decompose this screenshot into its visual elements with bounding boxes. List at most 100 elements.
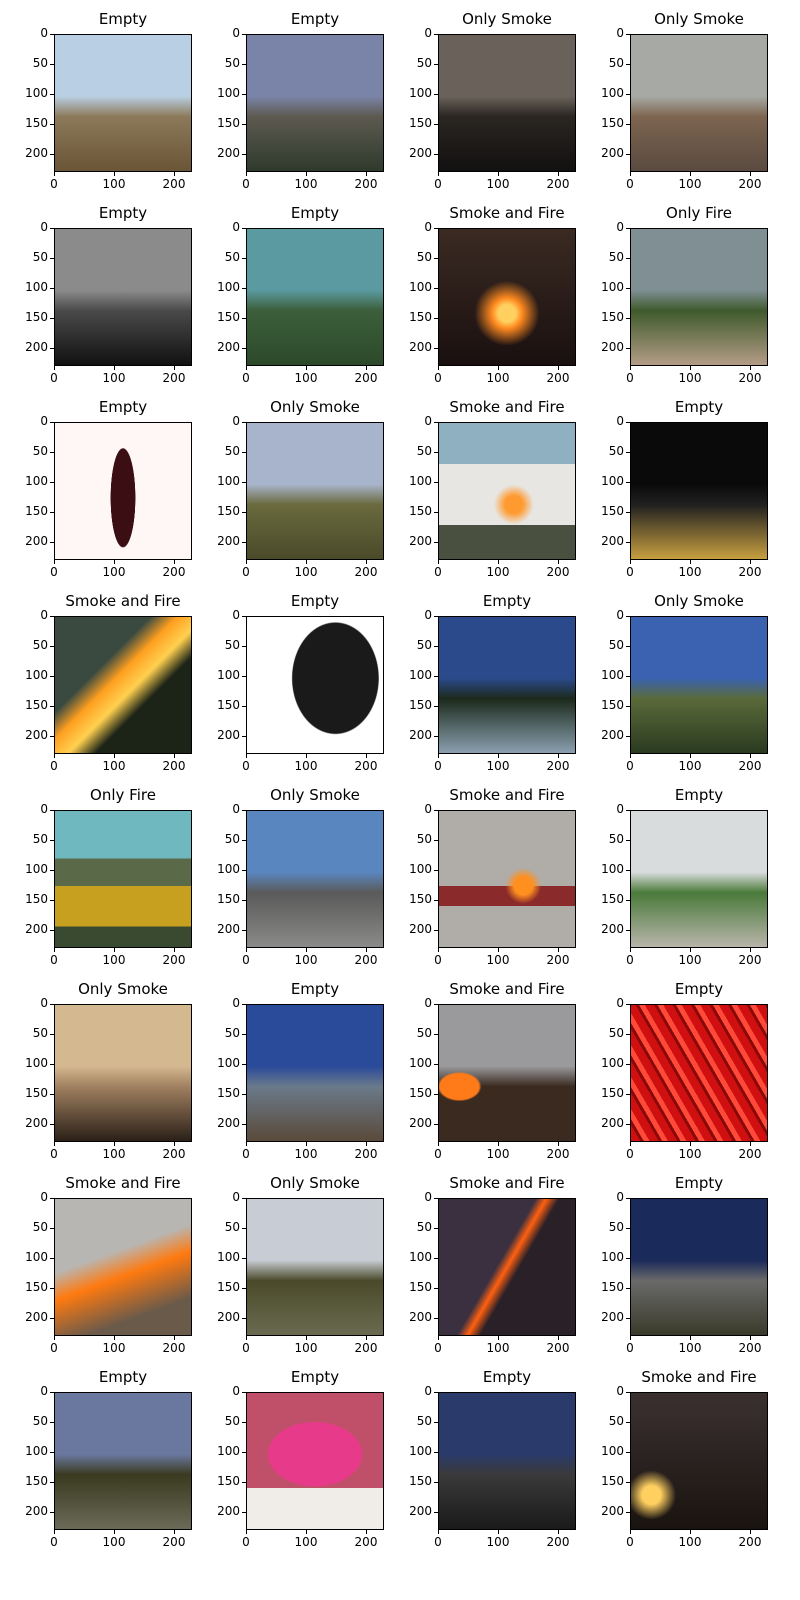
y-tick-mark [50, 1064, 54, 1065]
y-tick-mark [626, 1124, 630, 1125]
y-tick-label: 150 [217, 504, 240, 518]
y-tick-mark [626, 736, 630, 737]
y-tick-label: 200 [601, 922, 624, 936]
x-tick-label: 100 [486, 371, 510, 385]
x-tick-mark [366, 1530, 367, 1534]
x-tick-label: 100 [486, 759, 510, 773]
scene-cloudy-sky [55, 229, 191, 365]
y-tick-label: 50 [416, 1220, 432, 1234]
y-tick-label: 150 [409, 698, 432, 712]
y-tick-label: 0 [424, 26, 432, 40]
y-tick-label: 100 [601, 1250, 624, 1264]
y-tick-label: 50 [416, 638, 432, 652]
y-tick-label: 100 [409, 86, 432, 100]
x-tick-label: 200 [354, 759, 378, 773]
x-tick-mark [246, 1142, 247, 1146]
x-tick-label: 200 [354, 565, 378, 579]
x-tick-mark [306, 560, 307, 564]
y-tick-mark [626, 1034, 630, 1035]
x-tick-mark [630, 172, 631, 176]
scene-trash-bags [247, 617, 383, 753]
image-panel: Smoke and Fire 0 50 100 150 200 0 100 200 [0, 1164, 196, 1358]
panel-image [54, 228, 192, 366]
y-tick-mark [626, 258, 630, 259]
y-tick-label: 200 [409, 340, 432, 354]
y-tick-mark [434, 1094, 438, 1095]
x-tick-mark [366, 172, 367, 176]
y-tick-mark [434, 422, 438, 423]
y-tick-mark [434, 870, 438, 871]
y-tick-label: 200 [409, 534, 432, 548]
y-tick-label: 100 [25, 86, 48, 100]
y-tick-mark [626, 1288, 630, 1289]
x-tick-mark [174, 1142, 175, 1146]
y-tick-label: 150 [25, 116, 48, 130]
y-tick-label: 200 [217, 922, 240, 936]
y-tick-mark [434, 348, 438, 349]
y-tick-label: 0 [616, 802, 624, 816]
y-tick-label: 200 [217, 728, 240, 742]
image-panel: Smoke and Fire 0 50 100 150 200 0 100 200 [384, 970, 580, 1164]
y-tick-mark [626, 452, 630, 453]
x-tick-label: 200 [162, 1535, 186, 1549]
x-tick-mark [750, 1530, 751, 1534]
y-tick-mark [626, 810, 630, 811]
image-panel: Smoke and Fire 0 50 100 150 200 0 100 200 [576, 1358, 772, 1552]
x-tick-mark [498, 1336, 499, 1340]
x-tick-mark [54, 366, 55, 370]
x-tick-label: 200 [738, 1147, 762, 1161]
x-tick-label: 200 [162, 759, 186, 773]
y-tick-mark [434, 736, 438, 737]
x-tick-label: 0 [50, 565, 58, 579]
y-tick-label: 50 [608, 1026, 624, 1040]
x-tick-mark [630, 1336, 631, 1340]
y-tick-mark [626, 1392, 630, 1393]
scene-aerial-factory-smoke [631, 35, 767, 171]
y-tick-mark [50, 1482, 54, 1483]
y-tick-label: 50 [32, 638, 48, 652]
y-tick-mark [242, 512, 246, 513]
x-tick-label: 200 [546, 565, 570, 579]
panel-title: Smoke and Fire [65, 1174, 181, 1192]
y-tick-label: 50 [32, 444, 48, 458]
x-tick-label: 0 [434, 953, 442, 967]
x-tick-mark [246, 1336, 247, 1340]
panel-title: Empty [98, 1368, 148, 1386]
y-tick-label: 50 [32, 56, 48, 70]
x-tick-mark [54, 560, 55, 564]
y-tick-label: 200 [601, 728, 624, 742]
y-tick-mark [626, 676, 630, 677]
y-tick-label: 150 [25, 698, 48, 712]
panel-title: Empty [290, 204, 340, 222]
y-tick-mark [434, 1512, 438, 1513]
panel-title: Empty [674, 786, 724, 804]
x-tick-mark [690, 1530, 691, 1534]
y-tick-label: 150 [601, 1280, 624, 1294]
x-tick-label: 200 [546, 1147, 570, 1161]
x-tick-label: 200 [162, 1341, 186, 1355]
y-tick-label: 0 [424, 1384, 432, 1398]
y-tick-mark [434, 1228, 438, 1229]
x-tick-label: 200 [546, 759, 570, 773]
panel-image [438, 34, 576, 172]
x-tick-mark [366, 1142, 367, 1146]
y-tick-label: 50 [224, 832, 240, 846]
x-tick-label: 200 [546, 1341, 570, 1355]
x-tick-label: 100 [294, 1147, 318, 1161]
y-tick-label: 100 [409, 280, 432, 294]
y-tick-mark [626, 482, 630, 483]
y-tick-label: 150 [217, 116, 240, 130]
x-tick-label: 0 [242, 565, 250, 579]
y-tick-label: 150 [217, 892, 240, 906]
x-tick-mark [690, 366, 691, 370]
y-tick-mark [626, 1258, 630, 1259]
x-tick-mark [174, 1336, 175, 1340]
y-tick-label: 100 [409, 1056, 432, 1070]
x-tick-mark [306, 366, 307, 370]
y-tick-label: 150 [217, 1280, 240, 1294]
x-tick-mark [690, 948, 691, 952]
y-tick-label: 0 [424, 996, 432, 1010]
x-tick-label: 200 [162, 177, 186, 191]
x-tick-label: 100 [102, 953, 126, 967]
y-tick-mark [242, 1318, 246, 1319]
